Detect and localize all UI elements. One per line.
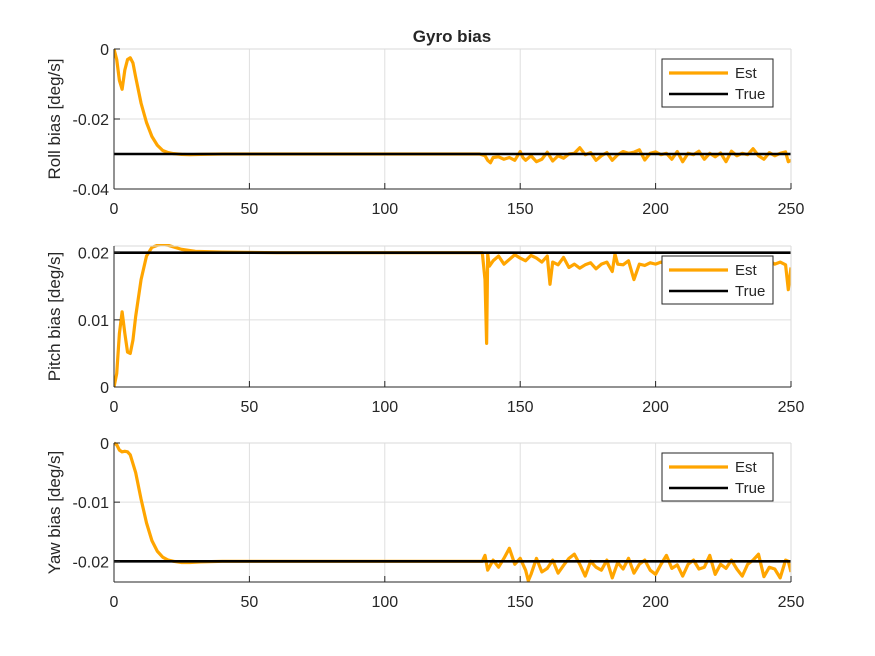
- legend: Est True: [661, 58, 774, 108]
- x-tick-label: 50: [241, 594, 259, 611]
- y-tick-label: -0.02: [73, 554, 110, 571]
- y-tick-label: 0.02: [78, 246, 109, 263]
- x-tick-label: 100: [371, 594, 398, 611]
- y-tick-label: -0.01: [73, 495, 110, 512]
- y-tick-label: 0: [100, 42, 109, 59]
- x-tick-label: 200: [642, 201, 669, 218]
- x-tick-label: 100: [371, 201, 398, 218]
- y-tick-label: 0: [100, 380, 109, 397]
- x-tick-label: 200: [642, 399, 669, 416]
- x-tick-label: 150: [507, 594, 534, 611]
- subplot-stack: 0 50 100 150 200 250 -0.04 -0.02 0 Roll bias [deg…: [45, 42, 804, 611]
- subplot-roll: 0 50 100 150 200 250 -0.04 -0.02 0 Roll bias [deg…: [45, 42, 804, 218]
- legend: Est True: [661, 255, 774, 305]
- y-tick-label: -0.02: [73, 112, 110, 129]
- x-tick-label: 150: [507, 399, 534, 416]
- x-tick-label: 100: [371, 399, 398, 416]
- y-tick-label: -0.04: [73, 182, 110, 199]
- figure-title: Gyro bias: [413, 27, 491, 46]
- legend-box: [661, 452, 774, 502]
- subplot-yaw: 0 50 100 150 200 250 -0.02 -0.01 0 Yaw bias [deg/…: [45, 436, 804, 611]
- x-tick-label: 50: [241, 399, 259, 416]
- y-axis-label: Pitch bias [deg/s]: [45, 252, 64, 381]
- legend-label-true: True: [735, 480, 765, 497]
- legend-label-est: Est: [735, 459, 758, 476]
- x-tick-label: 0: [110, 201, 119, 218]
- x-tick-label: 0: [110, 399, 119, 416]
- legend-label-est: Est: [735, 65, 758, 82]
- legend-box: [661, 58, 774, 108]
- x-tick-label: 150: [507, 201, 534, 218]
- y-tick-label: 0: [100, 436, 109, 453]
- x-tick-label: 50: [241, 201, 259, 218]
- x-tick-label: 200: [642, 594, 669, 611]
- y-axis-label: Yaw bias [deg/s]: [45, 451, 64, 574]
- x-tick-label: 250: [778, 201, 805, 218]
- legend-label-true: True: [735, 86, 765, 103]
- y-tick-label: 0.01: [78, 313, 109, 330]
- subplot-pitch: 0 50 100 150 200 250 0 0.01 0.02 Pitch bias [deg/…: [45, 244, 805, 416]
- x-tick-label: 250: [778, 594, 805, 611]
- x-tick-label: 0: [110, 594, 119, 611]
- legend-label-est: Est: [735, 262, 758, 279]
- legend: Est True: [661, 452, 774, 502]
- legend-box: [661, 255, 774, 305]
- y-axis-label: Roll bias [deg/s]: [45, 59, 64, 180]
- legend-label-true: True: [735, 283, 765, 300]
- x-tick-label: 250: [778, 399, 805, 416]
